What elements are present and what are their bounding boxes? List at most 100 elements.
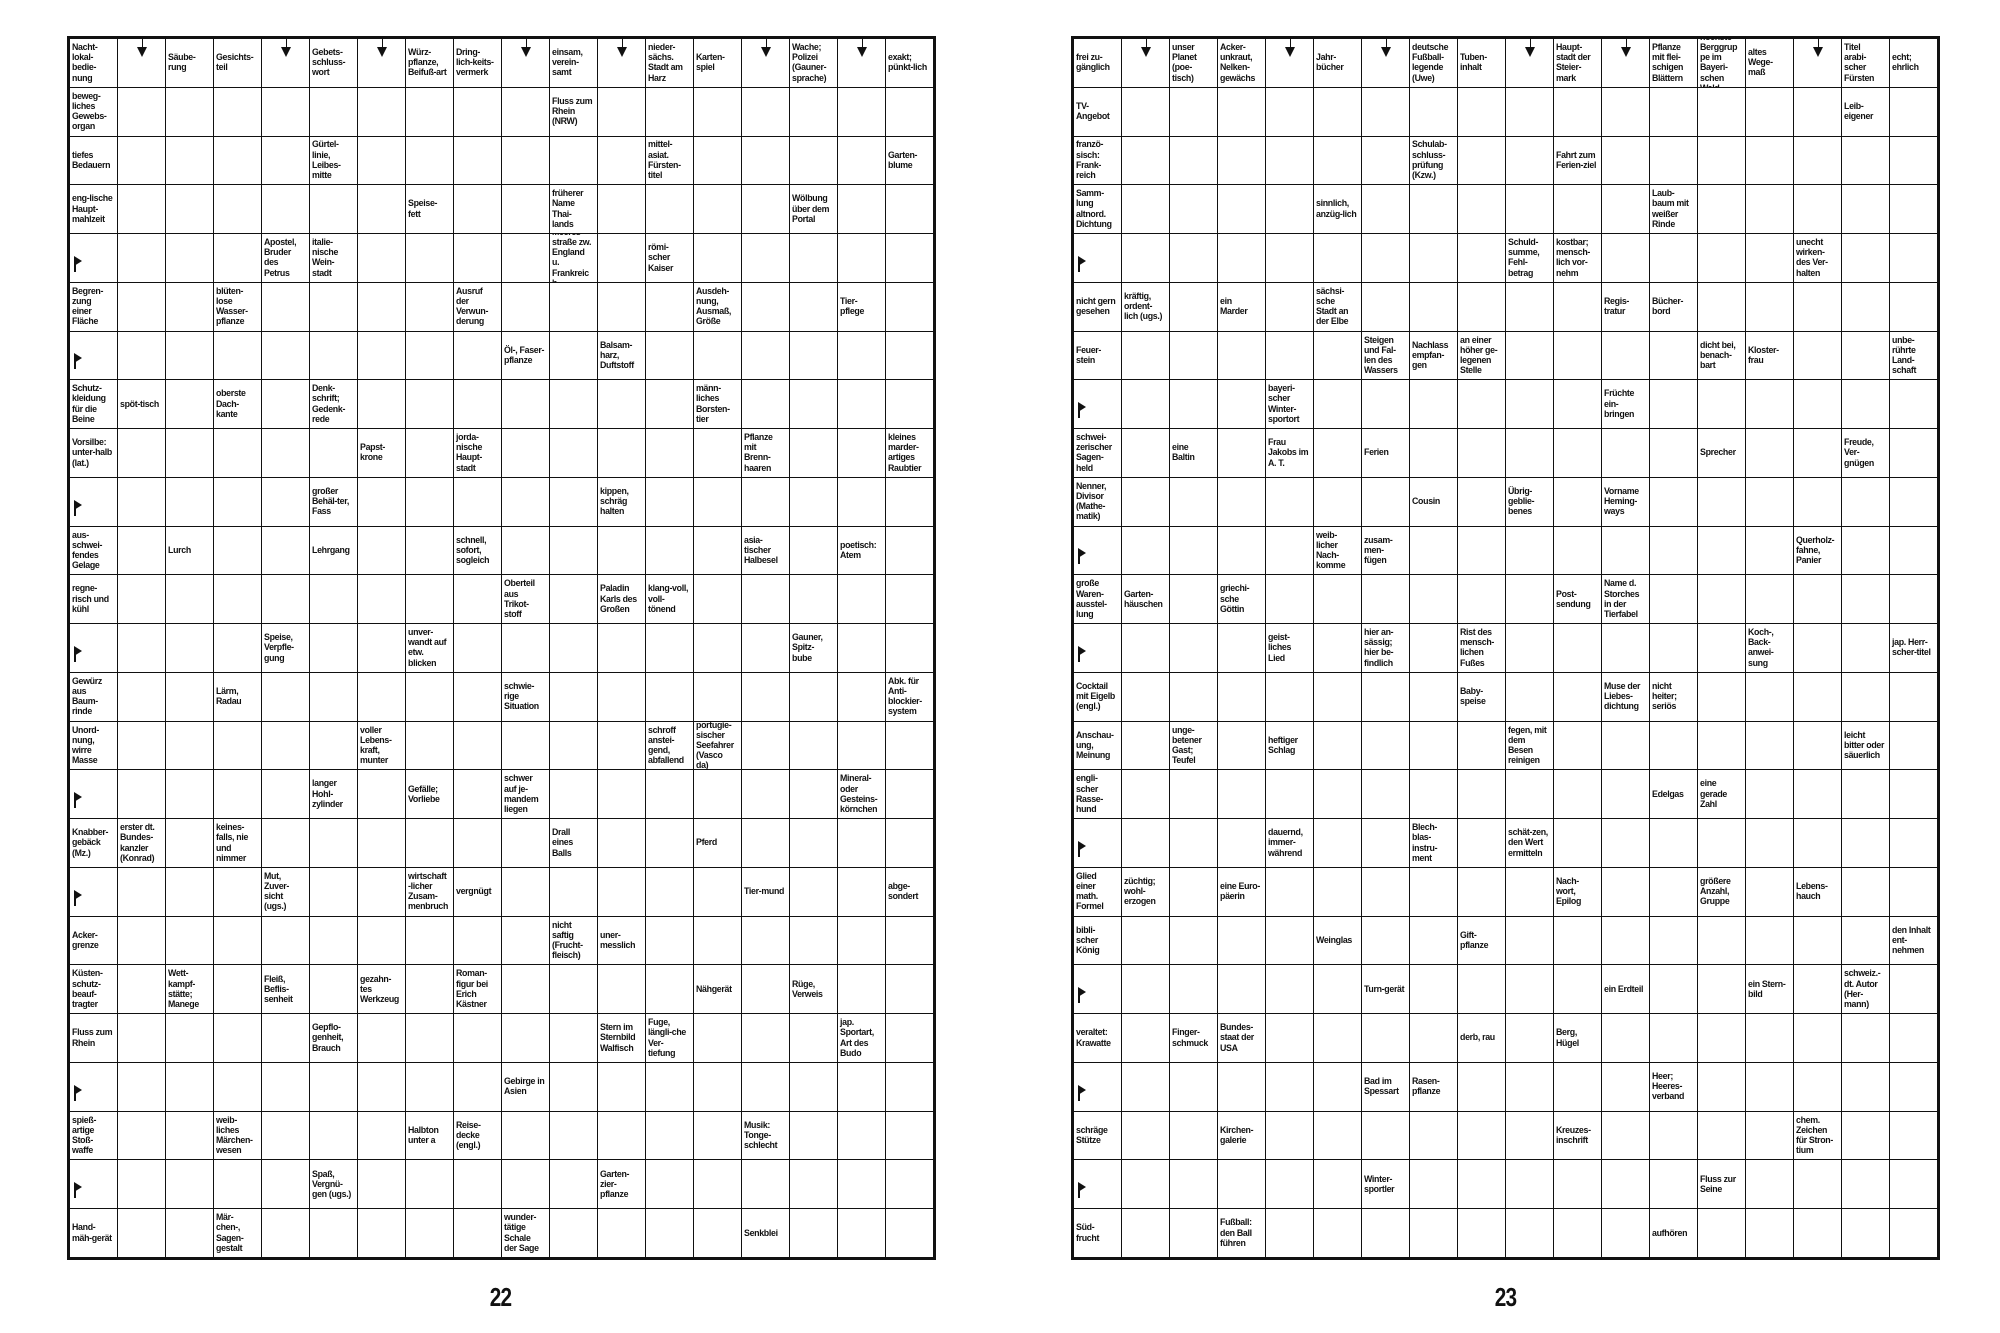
answer-cell[interactable] xyxy=(1794,770,1841,819)
answer-cell[interactable] xyxy=(454,331,501,380)
answer-cell[interactable] xyxy=(1890,672,1937,721)
answer-cell[interactable] xyxy=(454,1209,501,1257)
answer-cell[interactable] xyxy=(310,575,357,624)
answer-cell[interactable] xyxy=(1554,770,1601,819)
answer-cell[interactable] xyxy=(1794,1014,1841,1062)
answer-cell[interactable] xyxy=(1698,1014,1745,1062)
answer-cell[interactable] xyxy=(1122,672,1169,721)
answer-cell[interactable] xyxy=(1746,575,1793,624)
answer-cell[interactable] xyxy=(166,624,213,672)
answer-cell[interactable] xyxy=(886,234,933,282)
answer-cell[interactable] xyxy=(1170,526,1217,575)
answer-cell[interactable] xyxy=(1746,1062,1793,1111)
answer-cell[interactable] xyxy=(166,672,213,721)
answer-cell[interactable] xyxy=(166,916,213,965)
answer-cell[interactable] xyxy=(790,1209,837,1257)
answer-cell[interactable] xyxy=(406,1014,453,1062)
answer-cell[interactable] xyxy=(70,770,117,819)
answer-cell[interactable] xyxy=(406,965,453,1014)
answer-cell[interactable] xyxy=(1362,672,1409,721)
answer-cell[interactable] xyxy=(1842,477,1889,526)
answer-cell[interactable] xyxy=(1170,477,1217,526)
answer-cell[interactable] xyxy=(1170,136,1217,185)
answer-cell[interactable] xyxy=(1170,87,1217,136)
answer-cell[interactable] xyxy=(1554,477,1601,526)
answer-cell[interactable] xyxy=(1746,477,1793,526)
answer-cell[interactable] xyxy=(1794,185,1841,234)
answer-cell[interactable] xyxy=(1890,429,1937,477)
answer-cell[interactable] xyxy=(1842,916,1889,965)
answer-cell[interactable] xyxy=(1794,1160,1841,1209)
answer-cell[interactable] xyxy=(1746,429,1793,477)
answer-cell[interactable] xyxy=(262,1111,309,1160)
answer-cell[interactable] xyxy=(1842,672,1889,721)
answer-cell[interactable] xyxy=(1794,477,1841,526)
answer-cell[interactable] xyxy=(1122,331,1169,380)
answer-cell[interactable] xyxy=(742,721,789,770)
answer-cell[interactable] xyxy=(1122,477,1169,526)
answer-cell[interactable] xyxy=(1506,916,1553,965)
answer-cell[interactable] xyxy=(262,770,309,819)
answer-cell[interactable] xyxy=(1842,770,1889,819)
answer-cell[interactable] xyxy=(1410,1160,1457,1209)
answer-cell[interactable] xyxy=(1314,672,1361,721)
answer-cell[interactable] xyxy=(1890,136,1937,185)
answer-cell[interactable] xyxy=(1506,1160,1553,1209)
answer-cell[interactable] xyxy=(166,477,213,526)
answer-cell[interactable] xyxy=(1122,1209,1169,1257)
answer-cell[interactable] xyxy=(790,282,837,331)
answer-cell[interactable] xyxy=(646,672,693,721)
answer-cell[interactable] xyxy=(118,39,165,87)
answer-cell[interactable] xyxy=(1746,282,1793,331)
answer-cell[interactable] xyxy=(118,331,165,380)
answer-cell[interactable] xyxy=(1266,770,1313,819)
answer-cell[interactable] xyxy=(1842,234,1889,282)
answer-cell[interactable] xyxy=(886,965,933,1014)
answer-cell[interactable] xyxy=(646,477,693,526)
answer-cell[interactable] xyxy=(838,477,885,526)
answer-cell[interactable] xyxy=(454,672,501,721)
answer-cell[interactable] xyxy=(1794,282,1841,331)
answer-cell[interactable] xyxy=(1842,282,1889,331)
answer-cell[interactable] xyxy=(358,1209,405,1257)
answer-cell[interactable] xyxy=(694,624,741,672)
answer-cell[interactable] xyxy=(166,1062,213,1111)
answer-cell[interactable] xyxy=(262,1160,309,1209)
answer-cell[interactable] xyxy=(1746,380,1793,429)
answer-cell[interactable] xyxy=(118,477,165,526)
answer-cell[interactable] xyxy=(1650,331,1697,380)
answer-cell[interactable] xyxy=(1746,770,1793,819)
answer-cell[interactable] xyxy=(214,526,261,575)
answer-cell[interactable] xyxy=(310,185,357,234)
answer-cell[interactable] xyxy=(1506,672,1553,721)
answer-cell[interactable] xyxy=(406,1209,453,1257)
answer-cell[interactable] xyxy=(790,916,837,965)
answer-cell[interactable] xyxy=(550,965,597,1014)
answer-cell[interactable] xyxy=(310,721,357,770)
answer-cell[interactable] xyxy=(1458,185,1505,234)
answer-cell[interactable] xyxy=(166,331,213,380)
answer-cell[interactable] xyxy=(1698,672,1745,721)
answer-cell[interactable] xyxy=(502,721,549,770)
answer-cell[interactable] xyxy=(1746,819,1793,867)
answer-cell[interactable] xyxy=(1218,234,1265,282)
answer-cell[interactable] xyxy=(262,39,309,87)
answer-cell[interactable] xyxy=(742,819,789,867)
answer-cell[interactable] xyxy=(262,1209,309,1257)
answer-cell[interactable] xyxy=(1506,1062,1553,1111)
answer-cell[interactable] xyxy=(1506,575,1553,624)
answer-cell[interactable] xyxy=(214,1014,261,1062)
answer-cell[interactable] xyxy=(742,1062,789,1111)
answer-cell[interactable] xyxy=(118,429,165,477)
answer-cell[interactable] xyxy=(646,380,693,429)
answer-cell[interactable] xyxy=(1458,770,1505,819)
answer-cell[interactable] xyxy=(502,624,549,672)
answer-cell[interactable] xyxy=(742,672,789,721)
answer-cell[interactable] xyxy=(406,575,453,624)
answer-cell[interactable] xyxy=(1170,331,1217,380)
answer-cell[interactable] xyxy=(598,234,645,282)
answer-cell[interactable] xyxy=(1554,672,1601,721)
answer-cell[interactable] xyxy=(886,477,933,526)
answer-cell[interactable] xyxy=(1218,916,1265,965)
answer-cell[interactable] xyxy=(886,282,933,331)
